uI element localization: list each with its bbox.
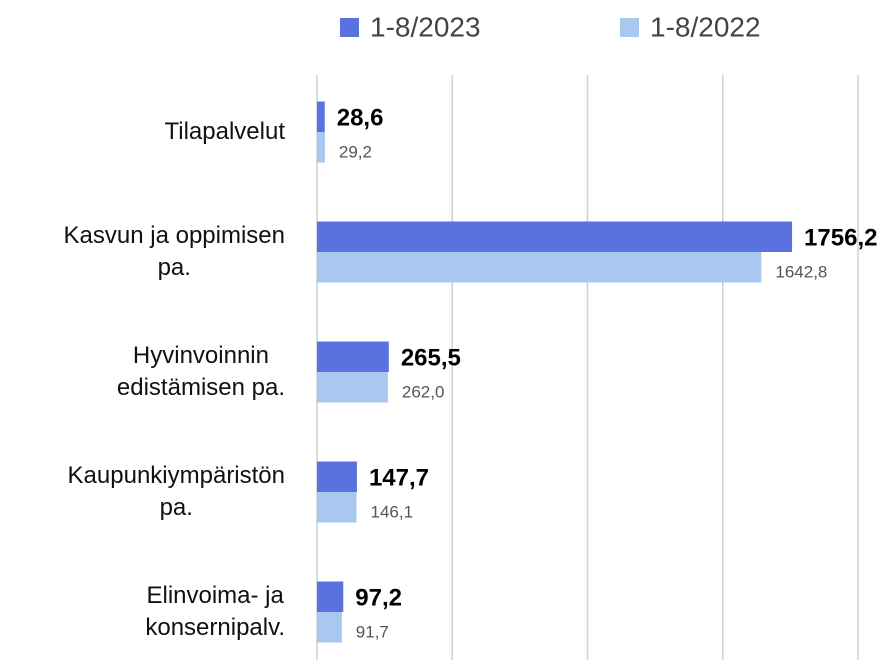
value-label: 1642,8 [775, 262, 827, 281]
category-label: Tilapalvelut [164, 118, 285, 145]
bar [317, 132, 325, 163]
value-label: 91,7 [356, 622, 389, 641]
bar [317, 461, 357, 492]
value-label: 29,2 [339, 142, 372, 161]
bar [317, 492, 357, 523]
legend-label: 1-8/2022 [650, 11, 761, 42]
bar [317, 612, 342, 643]
bar [317, 252, 762, 283]
category-label: Hyvinvoinnin edistämisen pa. [116, 342, 285, 401]
category-label: Kasvun ja oppimisen pa. [63, 222, 285, 281]
legend-swatch [620, 18, 639, 37]
value-label: 262,0 [402, 382, 445, 401]
bar [317, 101, 325, 132]
value-label: 265,5 [401, 344, 461, 371]
value-label: 97,2 [355, 584, 402, 611]
bar [317, 221, 793, 252]
category-label: Kaupunkiympäristön pa. [67, 462, 285, 521]
category-label: Elinvoima- ja konsernipalv. [145, 582, 285, 641]
value-label: 28,6 [337, 104, 384, 131]
bar [317, 581, 344, 612]
bar [317, 341, 389, 372]
bar [317, 372, 388, 403]
value-label: 147,7 [369, 464, 429, 491]
value-label: 146,1 [371, 502, 414, 521]
legend-swatch [340, 18, 359, 37]
value-label: 1756,2 [804, 224, 877, 251]
legend-label: 1-8/2023 [370, 11, 481, 42]
